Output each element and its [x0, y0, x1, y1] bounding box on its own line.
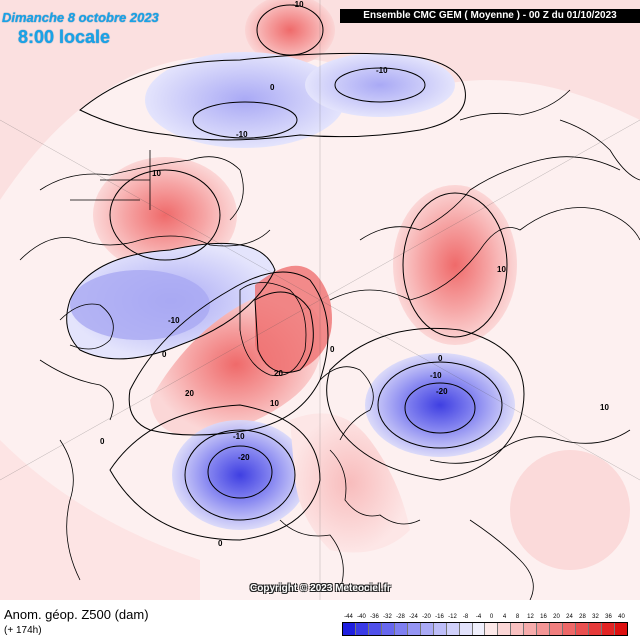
contour-label: 10: [152, 169, 161, 178]
legend-swatch: [472, 623, 486, 635]
contour-label: -10: [168, 316, 180, 325]
contour-label: 10: [600, 403, 609, 412]
legend-value: 20: [553, 614, 560, 620]
legend-value: 28: [579, 614, 586, 620]
legend-swatch: [355, 623, 369, 635]
legend-swatch: [563, 623, 577, 635]
low-anomaly-canada-core: [70, 270, 210, 340]
low-anomaly-russia: [365, 353, 515, 457]
legend-value: -28: [396, 614, 405, 620]
high-anomaly-asia-south: [510, 450, 630, 570]
anomaly-contours: [66, 4, 525, 541]
forecast-local-time: 8:00 locale: [18, 27, 111, 47]
low-anomaly-north-atlantic: [172, 420, 308, 530]
legend-swatch: [485, 623, 499, 635]
legend-swatch: [394, 623, 408, 635]
legend-value: 16: [540, 614, 547, 620]
legend-value: -40: [357, 614, 366, 620]
lead-time: (+ 174h): [4, 625, 42, 636]
legend-value: 4: [502, 614, 507, 620]
legend-value: 24: [566, 614, 573, 620]
legend-swatch: [615, 623, 627, 635]
legend-swatch: [550, 623, 564, 635]
legend-value: 12: [527, 614, 534, 620]
contour-label: 0: [270, 83, 275, 92]
legend-swatch: [407, 623, 421, 635]
low-anomaly-bering: [305, 53, 455, 117]
legend-value: 8: [515, 614, 520, 620]
contour-label: -20: [238, 453, 250, 462]
legend-value: -8: [462, 614, 469, 620]
legend-value: -4: [475, 614, 482, 620]
legend-swatch: [420, 623, 434, 635]
contour-label: -20: [436, 387, 448, 396]
legend-value: 32: [592, 614, 599, 620]
legend-value: -20: [422, 614, 431, 620]
southwest-positive-band: [0, 440, 200, 600]
legend-swatch: [511, 623, 525, 635]
legend-value: -24: [409, 614, 418, 620]
copyright-notice: Copyright © 2023 Meteociel.fr: [250, 583, 391, 594]
contour-label: 0: [162, 350, 167, 359]
legend-swatch: [433, 623, 447, 635]
legend-value: -36: [370, 614, 379, 620]
coastlines: [19, 89, 640, 600]
legend-value: 40: [618, 614, 625, 620]
contour-label: 10: [497, 265, 506, 274]
contour-labels: -10 -10 -10 10 -10 0 0 0 10 20 20 10 -10…: [100, 0, 609, 548]
legend-swatch: [576, 623, 590, 635]
legend-value: 36: [605, 614, 612, 620]
contour-label: -10: [430, 371, 442, 380]
legend-swatch: [537, 623, 551, 635]
graticule: [0, 0, 640, 600]
legend-swatch: [524, 623, 538, 635]
forecast-date: Dimanche 8 octobre 2023: [2, 10, 159, 25]
contour-label: 0: [330, 345, 335, 354]
geopotential-anomaly-map: -10 -10 -10 10 -10 0 0 0 10 20 20 10 -10…: [0, 0, 640, 600]
legend-swatch: [368, 623, 382, 635]
legend-swatch: [589, 623, 603, 635]
high-anomaly-siberia: [393, 185, 517, 345]
contour-label: 20: [185, 389, 194, 398]
contour-label: 0: [218, 539, 223, 548]
legend-value: 0: [489, 614, 494, 620]
legend-swatch: [381, 623, 395, 635]
legend-value: -32: [383, 614, 392, 620]
legend-labels: -44 -40 -36 -32 -28 -24 -20 -16 -12 -8 -4 0 4 8 12 16 20…: [342, 613, 628, 622]
contour-label: -10: [233, 432, 245, 441]
northern-positive-band: [0, 0, 640, 200]
high-anomaly-alaska: [93, 157, 237, 273]
legend-swatches: [342, 622, 628, 636]
legend-swatch: [498, 623, 512, 635]
model-run-banner: Ensemble CMC GEM ( Moyenne ) - 00 Z du 0…: [340, 9, 640, 23]
legend-value: -16: [435, 614, 444, 620]
legend-value: -12: [448, 614, 457, 620]
legend-swatch: [602, 623, 616, 635]
contour-label: 0: [438, 354, 443, 363]
contour-label: -10: [236, 130, 248, 139]
contour-label: 10: [270, 399, 279, 408]
legend-swatch: [343, 623, 356, 635]
parameter-title: Anom. géop. Z500 (dam): [4, 607, 149, 622]
legend-swatch: [459, 623, 473, 635]
color-legend: -44 -40 -36 -32 -28 -24 -20 -16 -12 -8 -4 0 4 8 12 16 20…: [342, 613, 628, 636]
contour-label: -10: [292, 0, 304, 9]
legend-swatch: [446, 623, 460, 635]
contour-label: 0: [100, 437, 105, 446]
contour-label: -10: [376, 66, 388, 75]
low-anomaly-north-pacific: [145, 52, 345, 148]
legend-value: -44: [344, 614, 353, 620]
contour-label: 20: [274, 369, 283, 378]
